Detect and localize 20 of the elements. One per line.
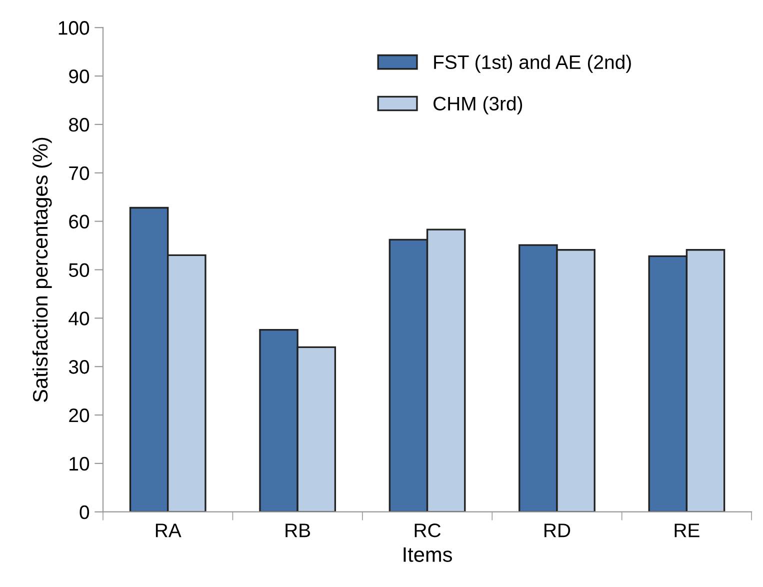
x-tick-label: RC — [414, 523, 441, 538]
x-tick-label: RB — [286, 524, 310, 538]
y-tick-label: 70 — [69, 166, 90, 180]
x-tick-label: RA — [156, 524, 182, 538]
y-tick-label: 50 — [68, 263, 90, 277]
legend-label: FST (1st) and AE (2nd) — [434, 54, 631, 73]
x-axis-title: Items — [404, 547, 452, 562]
y-axis-title: Satisfaction percentages (%) — [32, 138, 52, 402]
y-tick-label: 20 — [69, 408, 90, 422]
y-tick-label: 80 — [69, 118, 90, 132]
x-tick-label: RD — [544, 524, 570, 538]
y-tick-label: 10 — [70, 456, 90, 471]
x-tick-label: RE — [674, 524, 700, 538]
y-tick-label: 0 — [80, 505, 90, 520]
y-tick-label: 60 — [69, 214, 90, 229]
y-tick-label: 100 — [58, 21, 90, 35]
y-tick-label: 90 — [69, 69, 90, 84]
y-tick-label: 40 — [68, 312, 90, 326]
legend-label: CHM (3rd) — [434, 96, 522, 114]
y-tick-label: 30 — [68, 360, 90, 374]
